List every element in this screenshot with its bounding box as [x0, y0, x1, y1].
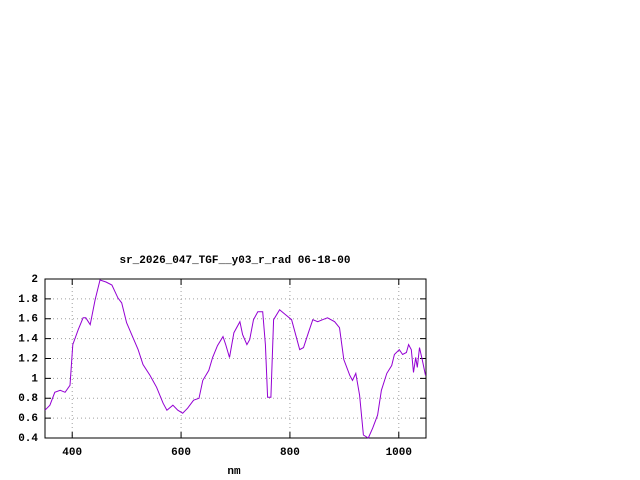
- y-tick-label: 0.8: [18, 393, 38, 405]
- y-tick-label: 1.4: [18, 334, 38, 346]
- y-tick-label: 0.6: [18, 413, 38, 425]
- data-line: [44, 279, 426, 439]
- y-tick-label: 1: [31, 373, 38, 385]
- y-tick-label: 1.2: [18, 353, 38, 365]
- plot-frame: [44, 278, 427, 439]
- y-tick-label: 1.6: [18, 314, 38, 326]
- y-tick-label: 1.8: [18, 294, 38, 306]
- x-tick-label: 800: [280, 447, 300, 459]
- x-tick-label: 400: [62, 447, 82, 459]
- y-tick-label: 0.4: [18, 433, 38, 445]
- x-axis-label: nm: [227, 466, 241, 478]
- chart-title: sr_2026_047_TGF__y03_r_rad 06-18-00: [119, 255, 350, 267]
- x-tick-label: 600: [171, 447, 191, 459]
- y-tick-label: 2: [31, 274, 38, 286]
- x-tick-label: 1000: [386, 447, 412, 459]
